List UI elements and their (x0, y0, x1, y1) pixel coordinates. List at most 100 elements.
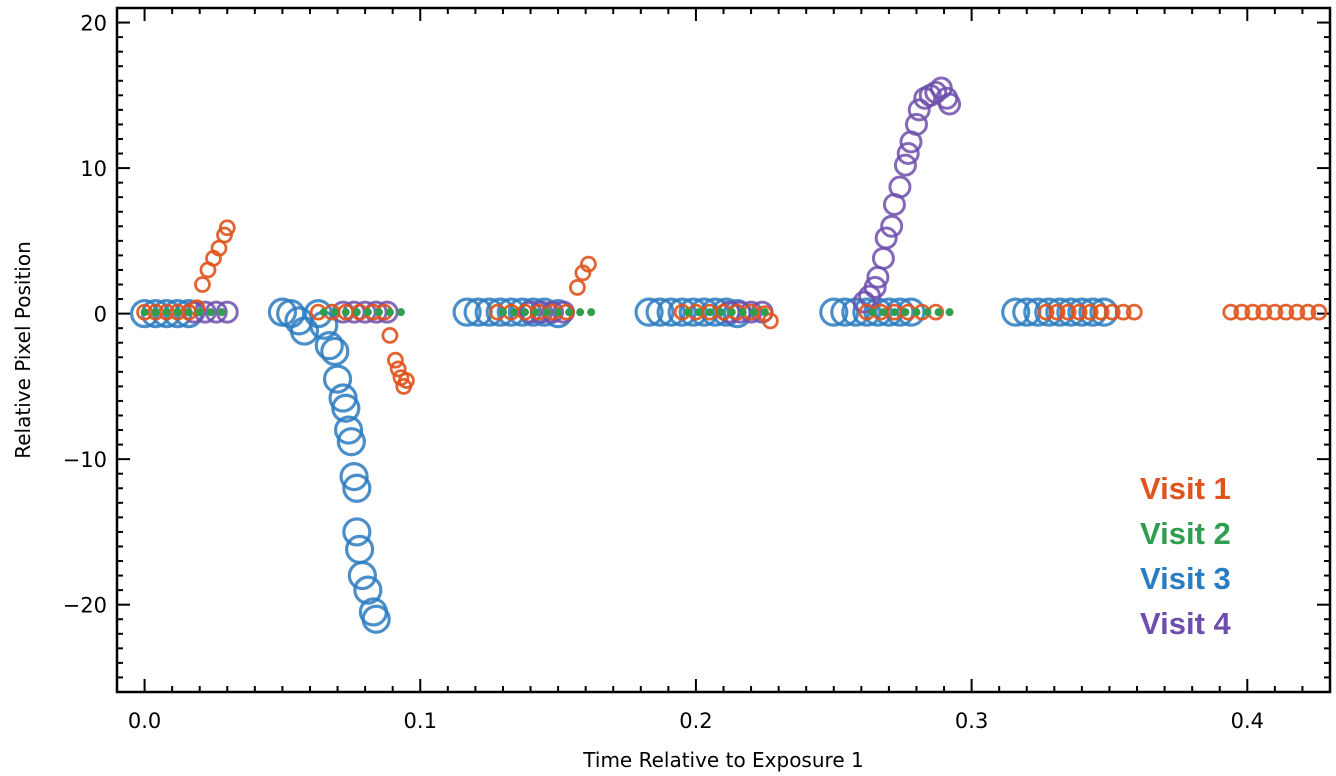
data-point (314, 331, 344, 361)
data-point (863, 275, 887, 299)
data-point (218, 219, 236, 237)
data-point (565, 308, 574, 317)
data-point (874, 226, 898, 250)
data-point (521, 308, 530, 317)
data-point (339, 462, 369, 492)
data-point (1070, 303, 1088, 321)
data-point (543, 308, 552, 317)
data-point (216, 226, 233, 244)
y-tick-label: 10 (80, 157, 107, 181)
marks-layer (129, 76, 1328, 634)
data-point (322, 364, 353, 394)
data-point (341, 308, 350, 317)
data-point (385, 308, 394, 317)
data-point (871, 246, 895, 270)
data-point (761, 312, 779, 330)
data-point (173, 308, 182, 317)
data-point (352, 308, 361, 317)
data-point (519, 300, 543, 324)
data-point (1222, 303, 1240, 321)
data-point (204, 300, 228, 324)
data-point (1037, 303, 1055, 321)
legend-label: Visit 1 (1140, 471, 1231, 506)
data-point (907, 98, 931, 122)
data-point (541, 300, 565, 324)
data-point (342, 473, 372, 503)
data-point (868, 308, 877, 317)
data-point (1277, 303, 1295, 321)
data-point (363, 308, 372, 317)
data-point (901, 308, 910, 317)
data-point (1244, 303, 1262, 321)
data-point (888, 175, 912, 199)
data-point (158, 303, 176, 321)
data-point (389, 360, 407, 378)
data-point (934, 308, 943, 317)
data-point (890, 308, 899, 317)
data-point (580, 255, 597, 273)
data-point (1288, 303, 1306, 321)
data-point (716, 308, 725, 317)
series-visit-1 (136, 219, 1328, 395)
data-point (498, 308, 507, 317)
series-visit-3 (129, 297, 1119, 634)
data-point (923, 308, 932, 317)
data-point (396, 308, 405, 317)
data-point (945, 308, 954, 317)
data-point (893, 153, 917, 177)
data-point (1092, 303, 1110, 321)
data-point (353, 575, 383, 605)
data-point (938, 92, 962, 116)
data-point (1233, 303, 1251, 321)
data-point (336, 427, 366, 457)
data-point (162, 308, 171, 317)
data-point (1114, 303, 1132, 321)
legend: Visit 1 Visit 2 Visit 3 Visit 4 (1140, 471, 1232, 641)
data-point (184, 308, 193, 317)
data-point (331, 393, 361, 423)
data-point (509, 308, 518, 317)
data-point (727, 308, 736, 317)
data-point (195, 308, 204, 317)
data-point (554, 308, 563, 317)
data-point (217, 308, 226, 317)
y-tick-label: −20 (63, 594, 107, 618)
data-point (852, 290, 876, 314)
data-point (330, 308, 339, 317)
x-tick-label: 0.2 (679, 709, 712, 733)
data-point (694, 308, 703, 317)
data-point (1081, 303, 1099, 321)
data-point (896, 142, 920, 166)
axes-layer: 0.0 0.1 0.2 0.3 0.4 −20 −10 0 10 20 (63, 6, 1332, 733)
data-point (320, 336, 350, 367)
data-point (140, 308, 149, 317)
data-point (333, 415, 364, 445)
data-point (587, 308, 596, 317)
data-point (645, 297, 675, 327)
y-tick-label: 0 (94, 303, 107, 327)
data-point (1048, 303, 1066, 321)
data-point (452, 297, 482, 327)
x-axis-title: Time Relative to Exposure 1 (582, 748, 863, 772)
data-point (381, 327, 399, 344)
data-point (169, 303, 187, 321)
data-point (683, 308, 692, 317)
data-point (819, 297, 849, 327)
y-tick-label: −10 (63, 448, 107, 472)
data-point (880, 214, 904, 238)
data-point (1103, 303, 1121, 321)
data-point (912, 308, 921, 317)
data-point (830, 297, 860, 327)
data-point (387, 351, 404, 369)
data-point (1299, 303, 1317, 321)
data-point (1310, 303, 1328, 321)
data-point (398, 372, 415, 389)
data-point (1266, 303, 1284, 321)
data-point (194, 276, 211, 293)
data-point (904, 112, 928, 136)
x-tick-label: 0.1 (404, 709, 437, 733)
x-tick-label: 0.4 (1231, 709, 1264, 733)
data-point (749, 308, 758, 317)
data-point (206, 308, 215, 317)
